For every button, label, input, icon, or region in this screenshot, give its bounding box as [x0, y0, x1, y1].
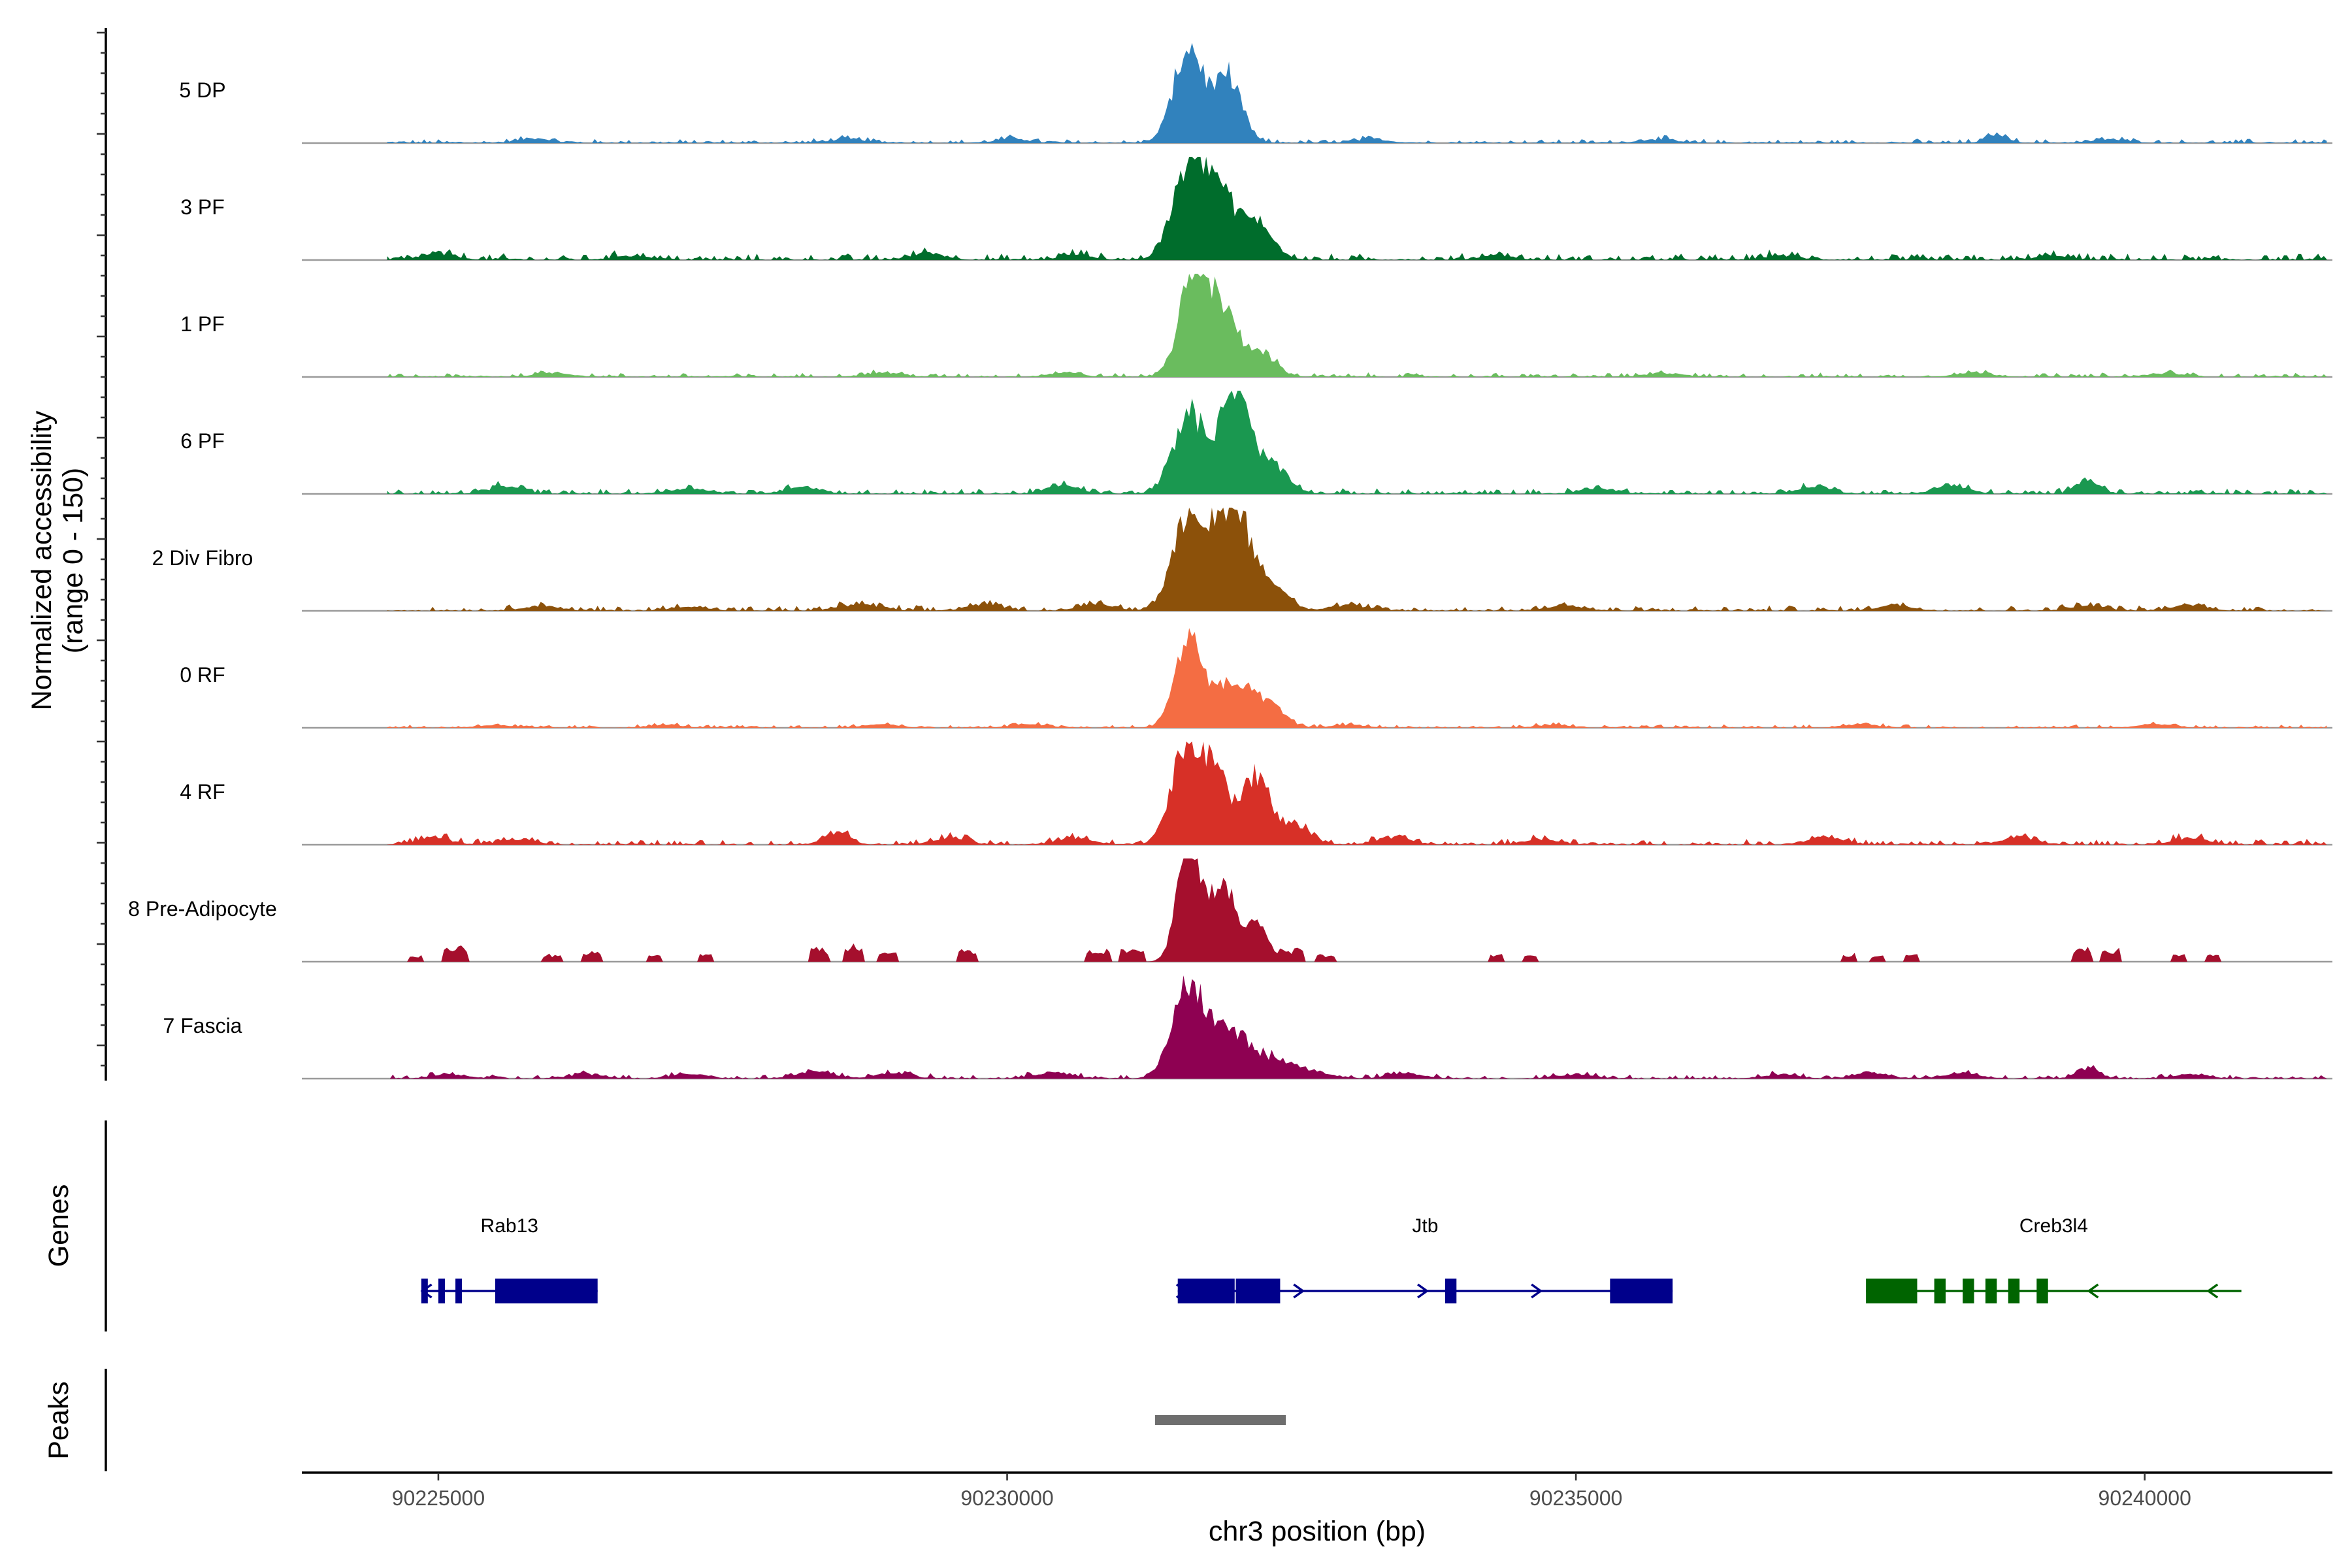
gene-label: Jtb — [1412, 1215, 1438, 1237]
track-8-pre-adipocyte: 8 Pre-Adipocyte — [128, 858, 2332, 963]
track-label: 2 Div Fibro — [152, 546, 253, 570]
strand-arrow — [2206, 1283, 2219, 1299]
gene-exon — [1985, 1279, 1997, 1303]
x-axis-tick-label: 90240000 — [2099, 1486, 2191, 1510]
track-7-fascia: 7 Fascia — [163, 975, 2332, 1080]
gene-exon — [421, 1279, 428, 1303]
strand-arrow — [1417, 1283, 1429, 1299]
gene-exon — [2008, 1279, 2020, 1303]
x-axis-tick-label: 90230000 — [960, 1486, 1053, 1510]
coverage-area — [387, 975, 2327, 1079]
strand-arrow — [420, 1283, 433, 1299]
gene-exon — [1934, 1279, 1946, 1303]
coverage-area — [387, 742, 2327, 845]
gene-exon — [455, 1279, 463, 1303]
strand-arrow — [1531, 1283, 1543, 1299]
gene-label: Creb3l4 — [2019, 1215, 2088, 1237]
coverage-area — [387, 508, 2327, 611]
coverage-area — [387, 42, 2327, 143]
track-label: 8 Pre-Adipocyte — [128, 897, 277, 921]
track-2-div-fibro: 2 Div Fibro — [152, 508, 2332, 612]
gene-exon — [2036, 1279, 2048, 1303]
track-label: 4 RF — [180, 780, 225, 804]
track-label: 7 Fascia — [163, 1014, 242, 1037]
gene-label: Rab13 — [481, 1215, 538, 1237]
track-label: 0 RF — [180, 663, 225, 687]
track-0-rf: 0 RF — [180, 628, 2332, 729]
peak-region — [1154, 1415, 1286, 1425]
coverage-panel: Normalized accessibility (range 0 - 150)… — [26, 28, 2332, 1081]
coverage-area — [387, 858, 2327, 962]
x-axis-title: chr3 position (bp) — [1209, 1516, 1426, 1547]
coverage-area — [387, 391, 2327, 494]
track-label: 6 PF — [180, 429, 225, 453]
strand-arrow — [1175, 1283, 1188, 1299]
strand-arrow — [2087, 1283, 2099, 1299]
x-axis-tick-label: 90225000 — [392, 1486, 485, 1510]
y-axis-ticks — [97, 31, 106, 1067]
gene-creb3l4: Creb3l4 — [1866, 1215, 2242, 1303]
coverage-area — [387, 274, 2327, 377]
y-axis-title-line1: Normalized accessibility — [26, 410, 57, 710]
strand-arrow — [1293, 1283, 1305, 1299]
track-4-rf: 4 RF — [180, 742, 2332, 846]
x-axis-ticks: 90225000 90230000 90235000 90240000 — [392, 1473, 2191, 1510]
gene-exon — [495, 1279, 598, 1303]
genes-panel-title: Genes — [43, 1184, 74, 1267]
track-label: 1 PF — [180, 312, 225, 336]
coverage-area — [387, 628, 2327, 728]
gene-rab13: Rab13 — [420, 1215, 598, 1303]
track-label: 3 PF — [180, 195, 225, 219]
gene-annotations: Rab13 Jtb Creb3l4 — [420, 1215, 2242, 1303]
y-axis-title-line2: (range 0 - 150) — [57, 468, 89, 653]
gene-jtb: Jtb — [1175, 1215, 1673, 1303]
genes-panel: Genes Rab13 Jtb Creb3l4 — [43, 1120, 2242, 1331]
coverage-tracks: 5 DP 3 PF 1 PF 6 PF 2 Div Fibro 0 RF 4 RF 8 Pre… — [128, 42, 2332, 1080]
track-label: 5 DP — [179, 78, 225, 102]
gene-exon — [1963, 1279, 1974, 1303]
track-5-dp: 5 DP — [179, 42, 2332, 144]
coverage-area — [387, 157, 2327, 260]
peak-regions — [1154, 1415, 1286, 1425]
track-1-pf: 1 PF — [180, 274, 2332, 378]
track-3-pf: 3 PF — [180, 157, 2332, 261]
gene-exon — [438, 1279, 445, 1303]
x-axis-tick-label: 90235000 — [1529, 1486, 1622, 1510]
gene-exon — [1610, 1279, 1673, 1303]
peaks-panel-title: Peaks — [43, 1381, 74, 1460]
gene-exon — [1445, 1279, 1457, 1303]
x-axis: 90225000 90230000 90235000 90240000 chr3 po… — [302, 1471, 2332, 1547]
peaks-panel: Peaks — [43, 1369, 1286, 1471]
track-6-pf: 6 PF — [180, 391, 2332, 495]
gene-exon — [1866, 1279, 1918, 1303]
gene-exon — [1235, 1279, 1281, 1303]
